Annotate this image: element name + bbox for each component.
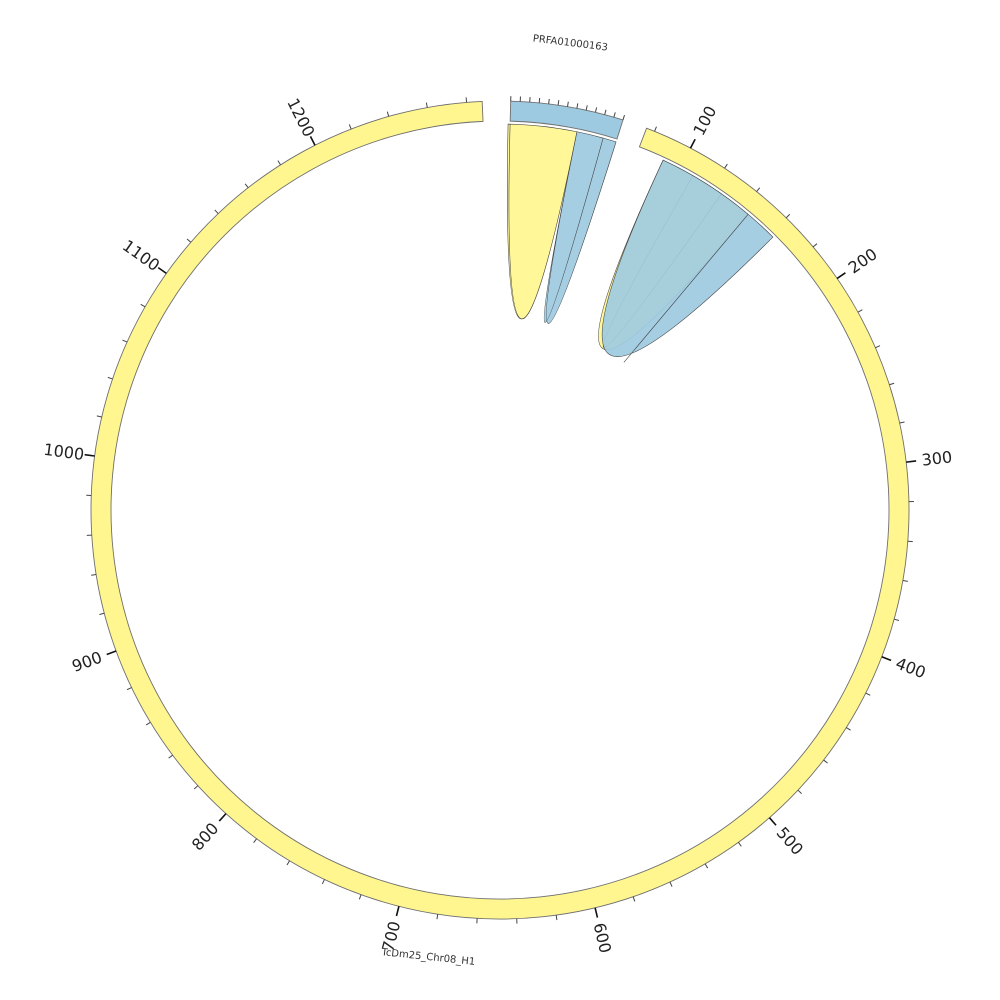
karyotype-ring (90, 100, 910, 920)
scaffold-tick (585, 105, 588, 111)
minor-tick (785, 213, 791, 219)
scaffold-tick (604, 109, 607, 115)
minor-tick (669, 881, 673, 887)
minor-tick (286, 860, 290, 866)
minor-tick (724, 163, 728, 169)
scaffold-tick (576, 103, 579, 109)
minor-tick (96, 415, 102, 418)
scaffold-tick (557, 100, 560, 106)
chromosome-label: TcDm25_Chr08_H1 (380, 947, 476, 968)
tick-label: 600 (590, 921, 616, 955)
minor-tick (797, 789, 802, 794)
tick-label: 1200 (283, 95, 318, 140)
minor-tick (214, 209, 219, 214)
minor-tick (654, 126, 657, 132)
major-tick (395, 906, 400, 917)
synteny-link-2 (543, 131, 617, 324)
minor-tick (126, 687, 132, 691)
minor-tick (894, 618, 900, 621)
scaffold-segment (509, 100, 624, 140)
major-tick (906, 460, 917, 463)
minor-tick (738, 842, 742, 847)
scaffold-label: PRFA01000163 (532, 33, 608, 53)
major-tick (157, 266, 167, 275)
minor-tick (756, 187, 761, 192)
minor-tick (348, 124, 352, 130)
synteny-link-1 (507, 123, 578, 320)
minor-tick (902, 580, 908, 582)
minor-tick (436, 914, 439, 920)
major-tick (309, 135, 316, 146)
minor-tick (555, 915, 558, 921)
minor-tick (889, 382, 895, 386)
minor-tick (186, 238, 192, 243)
major-tick (768, 817, 777, 826)
minor-tick (145, 721, 151, 726)
major-tick (218, 813, 227, 822)
tick-label: 500 (773, 823, 807, 858)
minor-tick (857, 309, 863, 313)
minor-tick (193, 785, 199, 790)
tick-label: 100 (689, 103, 720, 139)
minor-tick (812, 243, 818, 248)
major-tick (836, 272, 846, 280)
minor-tick (899, 421, 905, 424)
tick-label: 200 (845, 244, 881, 277)
scaffold-tick (594, 107, 598, 113)
minor-tick (875, 345, 881, 349)
minor-tick (168, 754, 173, 759)
minor-tick (358, 894, 362, 900)
minor-tick (107, 376, 113, 380)
chromosome-segment (90, 100, 910, 920)
minor-tick (865, 692, 871, 696)
major-tick (106, 650, 117, 656)
scaffold-tick (613, 112, 616, 118)
tick-label: 1000 (42, 440, 85, 464)
major-tick (881, 656, 892, 662)
minor-tick (91, 573, 97, 576)
minor-tick (244, 183, 249, 189)
tick-label: 800 (188, 819, 223, 854)
scaffold-tick (548, 98, 550, 104)
minor-tick (321, 879, 325, 885)
major-tick (84, 453, 95, 457)
major-tick (689, 138, 696, 149)
minor-tick (122, 339, 128, 343)
minor-tick (823, 759, 828, 764)
major-tick (594, 907, 599, 918)
minor-tick (846, 727, 851, 731)
synteny-links (507, 123, 774, 363)
tick-label: 900 (69, 648, 104, 676)
minor-tick (253, 838, 258, 844)
synteny-link-4 (601, 159, 774, 363)
scaffold-tick (567, 101, 569, 107)
minor-tick (425, 102, 428, 108)
minor-tick (140, 303, 146, 308)
minor-tick (277, 160, 281, 166)
minor-tick (99, 612, 105, 615)
minor-tick (704, 863, 709, 869)
tick-label: 400 (893, 654, 928, 683)
scaffold-tick (622, 115, 625, 121)
minor-tick (386, 111, 390, 117)
tick-label: 300 (921, 447, 954, 469)
tick-label: 1100 (119, 236, 163, 275)
minor-tick (632, 896, 636, 902)
